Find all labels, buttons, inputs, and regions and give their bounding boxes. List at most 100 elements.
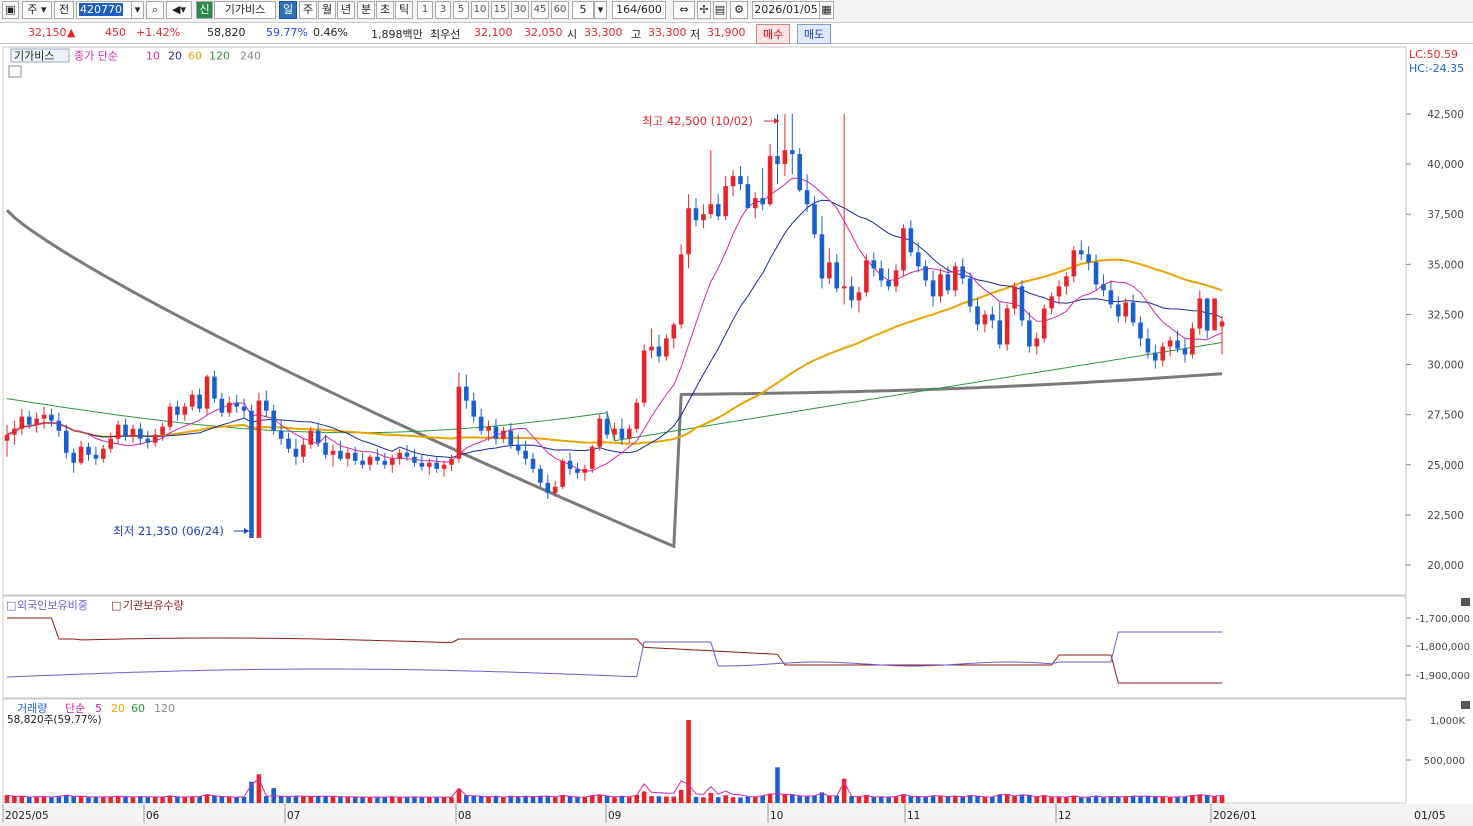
- chart-area[interactable]: 42,500 40,000 37,500 35,000 32,500 30,000 27,5…: [0, 44, 1473, 823]
- volume-bar: [627, 797, 632, 803]
- calendar-icon[interactable]: ▦: [819, 1, 834, 19]
- holding-tick-label: -1,700,000: [1415, 614, 1470, 625]
- legend-ma10: 10: [146, 50, 160, 63]
- volume-bar: [938, 795, 943, 803]
- volume-panel-toggle-icon[interactable]: [1461, 701, 1470, 709]
- cursor-icon[interactable]: ✢: [697, 1, 711, 19]
- candle-body: [182, 406, 188, 415]
- candle-body: [34, 418, 39, 425]
- volume-bar: [1197, 794, 1203, 803]
- volume-bar: [264, 796, 269, 803]
- interval-30[interactable]: 30: [511, 1, 529, 19]
- legend-name-box[interactable]: [10, 48, 70, 63]
- volume-bar: [34, 796, 39, 803]
- candle-body: [530, 458, 536, 469]
- legend-ma120: 120: [209, 50, 230, 63]
- volume-bar: [1190, 795, 1195, 803]
- candle-body: [827, 262, 832, 279]
- volume-bar: [715, 797, 721, 803]
- volume-bar: [908, 796, 914, 803]
- candle-body: [249, 410, 254, 538]
- candle-body: [1219, 321, 1225, 327]
- period-tick[interactable]: 틱: [395, 1, 413, 19]
- volume-bar: [4, 795, 10, 803]
- chart-tools-icon[interactable]: [8, 65, 22, 78]
- candle-body: [204, 376, 210, 409]
- code-input[interactable]: 420770: [76, 1, 144, 19]
- code-value: 420770: [79, 3, 123, 16]
- interval-15[interactable]: 15: [491, 1, 509, 19]
- high-annotation: 최고 42,500 (10/02): [642, 114, 753, 128]
- candle-body: [1019, 286, 1025, 321]
- search-icon[interactable]: ⌕: [146, 1, 164, 19]
- interval-45[interactable]: 45: [531, 1, 549, 19]
- candle-body: [641, 350, 647, 403]
- legend-foreign: 외국인보유비중: [17, 599, 88, 612]
- holding-panel-toggle-icon[interactable]: [1461, 598, 1470, 606]
- candle-body: [597, 418, 602, 447]
- period-year[interactable]: 년: [337, 1, 355, 19]
- period-minute[interactable]: 분: [357, 1, 375, 19]
- candle-body: [1190, 328, 1195, 355]
- date-input[interactable]: 2026/01/05: [752, 1, 820, 19]
- volume-bar: [464, 795, 469, 803]
- bar-count[interactable]: 164/600: [612, 1, 666, 19]
- candle-body: [419, 462, 425, 467]
- interval-5[interactable]: 5: [453, 1, 469, 19]
- interval-input[interactable]: 5: [572, 1, 594, 19]
- volume-bar: [967, 795, 973, 803]
- period-week[interactable]: 주: [299, 1, 317, 19]
- volume-bar: [952, 795, 958, 803]
- period-second[interactable]: 초: [376, 1, 394, 19]
- code-dropdown-icon[interactable]: ▾: [131, 1, 144, 19]
- stock-chart[interactable]: 42,500 40,000 37,500 35,000 32,500 30,000 27,5…: [0, 44, 1473, 823]
- candle-body: [138, 428, 143, 439]
- volume-bar: [1019, 794, 1025, 803]
- period-day[interactable]: 일: [279, 1, 297, 19]
- interval-60[interactable]: 60: [551, 1, 569, 19]
- price-tick-label: 22,500: [1427, 510, 1464, 522]
- volume-bar: [404, 797, 410, 803]
- gear-icon[interactable]: ⚙: [730, 1, 748, 19]
- candle-body: [997, 320, 1003, 345]
- speaker-icon[interactable]: ◀▾: [166, 1, 192, 19]
- ma60-line: [6, 258, 1223, 445]
- volume-bar: [671, 796, 677, 803]
- zoom-icon[interactable]: ⇔: [673, 1, 695, 19]
- candle-body: [738, 176, 743, 185]
- legend-inst: 기관보유수량: [123, 599, 184, 612]
- volume-bar: [78, 796, 84, 803]
- candle-body: [101, 448, 106, 459]
- interval-10[interactable]: 10: [471, 1, 489, 19]
- interval-3[interactable]: 3: [435, 1, 451, 19]
- candle-body: [212, 376, 217, 399]
- legend-volume-ma120: 120: [154, 702, 175, 715]
- sell-button[interactable]: 매도: [797, 24, 832, 44]
- volume-bar: [990, 797, 995, 803]
- volume-bar: [56, 796, 62, 803]
- volume-bar: [26, 797, 32, 803]
- window-icon[interactable]: ▣: [2, 1, 19, 19]
- lc-value: LC:50.59: [1409, 48, 1458, 61]
- candle-body: [345, 452, 351, 459]
- candle-body: [1027, 320, 1032, 347]
- market-select[interactable]: 주 ▾: [22, 1, 52, 19]
- volume-bar: [790, 794, 795, 803]
- period-month[interactable]: 월: [318, 1, 336, 19]
- prev-button[interactable]: 전: [54, 1, 74, 19]
- buy-button[interactable]: 매수: [756, 24, 791, 44]
- volume-bar: [1101, 797, 1106, 803]
- volume-bar: [752, 797, 758, 803]
- volume-bar: [567, 796, 573, 803]
- interval-1[interactable]: 1: [417, 1, 433, 19]
- save-icon[interactable]: ▤: [713, 1, 727, 19]
- volume-bar: [1145, 796, 1151, 803]
- volume-bar: [219, 796, 225, 803]
- volume-bar: [293, 795, 299, 803]
- candle-body: [649, 346, 654, 351]
- candle-body: [1204, 298, 1210, 331]
- volume-bar: [175, 797, 180, 803]
- volume-bar: [997, 794, 1003, 803]
- interval-dropdown-icon[interactable]: ▾: [594, 1, 607, 19]
- volume-bar: [1071, 795, 1077, 803]
